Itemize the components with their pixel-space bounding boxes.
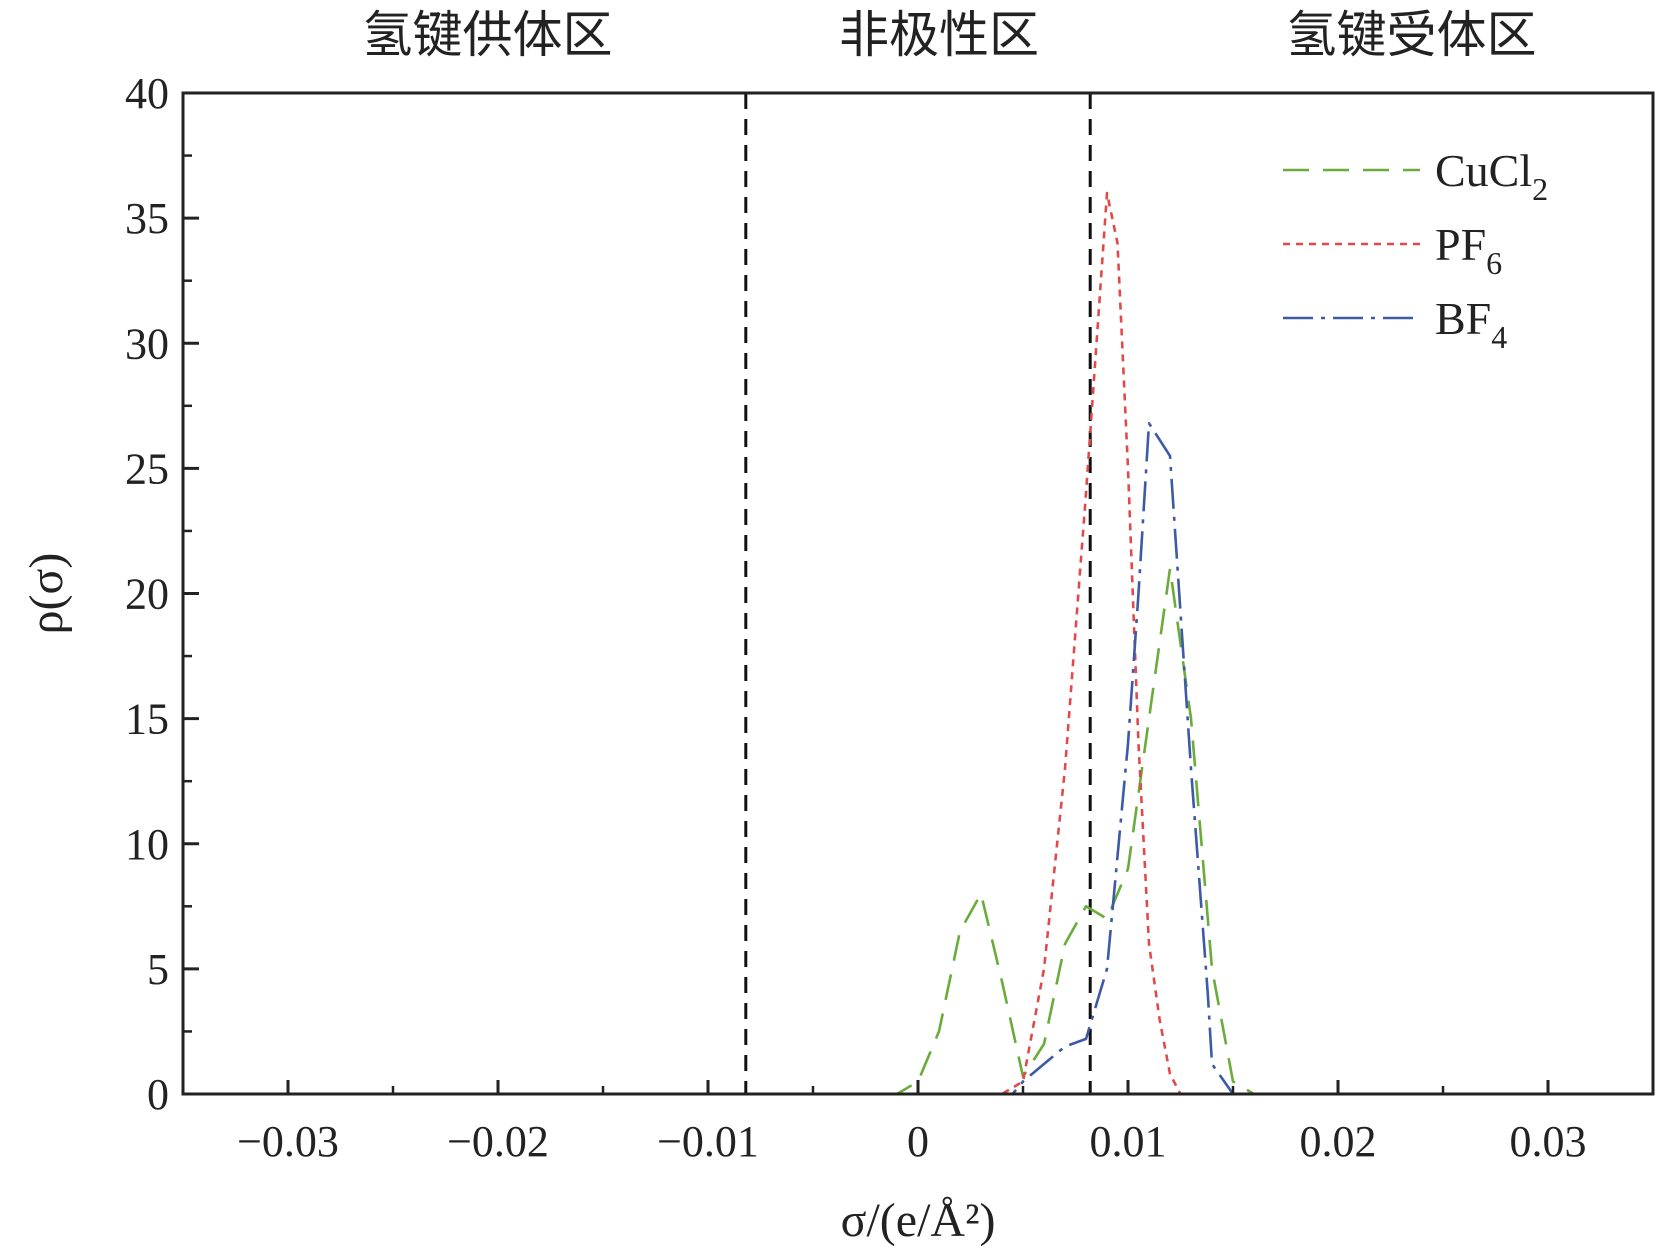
region-label-2: 氢键受体区 [1287,6,1537,64]
region-label-0: 氢键供体区 [363,6,613,64]
legend-label-sub-2: 4 [1491,319,1507,355]
x-tick-label-4: 0.01 [1090,1117,1167,1166]
y-tick-label-2: 10 [125,820,169,869]
legend-label-0: CuCl2 [1435,145,1548,207]
y-axis-ticks: 0 5 10 15 20 25 30 35 40 [125,69,199,1119]
region-label-1: 非极性区 [839,6,1039,64]
y-tick-label-0: 0 [147,1070,169,1119]
y-tick-label-4: 20 [125,570,169,619]
y-tick-label-7: 35 [125,194,169,243]
x-tick-label-2: −0.01 [657,1117,759,1166]
x-tick-label-0: −0.03 [237,1117,339,1166]
x-axis-ticks: −0.03 −0.02 −0.01 0 0.01 0.02 0.03 [237,1080,1587,1166]
data-series [288,191,1548,1096]
series-line-cucl2 [288,567,1548,1096]
x-tick-label-3: 0 [907,1117,929,1166]
legend-label-sub-1: 6 [1486,245,1502,281]
y-tick-label-3: 15 [125,695,169,744]
region-labels: 氢键供体区 非极性区 氢键受体区 [363,6,1537,64]
y-tick-label-8: 40 [125,69,169,118]
y-tick-label-5: 25 [125,444,169,493]
series-line-bf4 [288,421,1548,1096]
x-tick-label-5: 0.02 [1300,1117,1377,1166]
region-boundaries [744,93,1092,1094]
y-tick-label-6: 30 [125,319,169,368]
x-axis-label: σ/(e/Å²) [841,1194,996,1247]
legend: CuCl2 PF6 BF4 [1283,145,1548,355]
y-tick-label-1: 5 [147,945,169,994]
y-axis-label: ρ(σ) [20,553,73,635]
series-line-pf6 [288,191,1548,1096]
legend-label-2: BF4 [1435,293,1507,355]
legend-label-base-2: BF [1435,293,1491,344]
legend-label-sub-0: 2 [1532,171,1548,207]
plot-frame [181,91,1655,1096]
legend-label-base-1: PF [1435,219,1486,270]
legend-label-1: PF6 [1435,219,1502,281]
x-tick-label-1: −0.02 [447,1117,549,1166]
x-tick-label-6: 0.03 [1510,1117,1587,1166]
legend-label-base-0: CuCl [1435,145,1532,196]
